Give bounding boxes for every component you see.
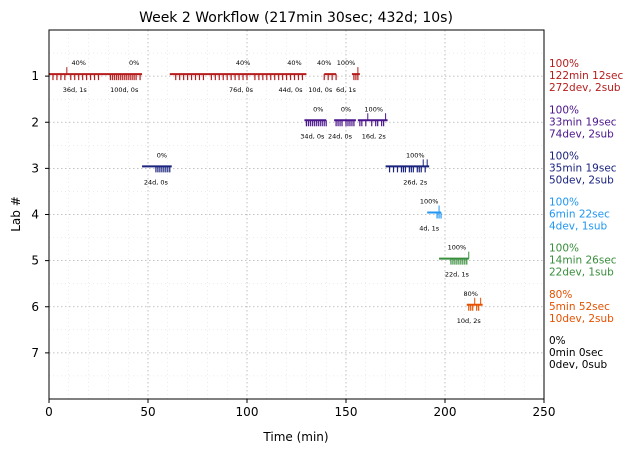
lab-summary-line: 4dev, 1sub — [549, 221, 608, 233]
lab-summary-line: 272dev, 2sub — [549, 82, 621, 94]
lab-summary: 100% 33min 19sec 74dev, 2sub — [549, 104, 617, 140]
session-count: 22d, 1s — [445, 271, 470, 279]
x-axis-label: Time (min) — [262, 430, 328, 444]
lab-summary-line: 0min 0sec — [549, 347, 603, 359]
lab-summary-line: 80% — [549, 289, 572, 301]
session-percent: 100% — [364, 105, 383, 113]
grid — [49, 30, 544, 399]
y-tick-label: 6 — [31, 300, 39, 314]
lab-summary-line: 74dev, 2sub — [549, 128, 614, 140]
session-percent: 40% — [236, 59, 250, 67]
y-tick-label: 1 — [31, 69, 39, 83]
chart-title: Week 2 Workflow (217min 30sec; 432d; 10s… — [139, 10, 453, 26]
timeline-marks: 40% 36d, 1s 0% 100d, 0s 40% 76d, 0s 40% 44d, 0s… — [49, 59, 483, 325]
session-count: 76d, 0s — [229, 86, 254, 94]
y-tick-label: 2 — [31, 115, 39, 129]
x-tick-label: 50 — [140, 405, 155, 419]
lab-summary-line: 100% — [549, 104, 579, 116]
session-percent: 0% — [341, 105, 351, 113]
session-count: 34d, 0s — [300, 132, 325, 140]
session-count: 24d, 0s — [144, 178, 169, 186]
x-tick-label: 0 — [45, 405, 53, 419]
session-percent: 80% — [464, 290, 478, 298]
y-axis-label: Lab # — [9, 196, 23, 232]
lab-summary-line: 0% — [549, 335, 566, 347]
session-percent: 40% — [287, 59, 301, 67]
session-percent: 0% — [129, 59, 139, 67]
lab-summary-line: 5min 52sec — [549, 301, 610, 313]
lab-summary-line: 33min 19sec — [549, 116, 617, 128]
session-percent: 40% — [71, 59, 85, 67]
lab-summary: 0% 0min 0sec 0dev, 0sub — [549, 335, 608, 371]
lab-summary: 100% 35min 19sec 50dev, 2sub — [549, 150, 617, 186]
lab-summary-line: 100% — [549, 243, 579, 255]
session-count: 16d, 2s — [362, 132, 387, 140]
session-percent: 100% — [337, 59, 356, 67]
lab-summary-line: 22dev, 1sub — [549, 267, 614, 279]
session-percent: 100% — [406, 151, 425, 159]
y-tick-label: 7 — [31, 346, 39, 360]
axis-ticks: 0 50 100 150 200 250 1 2 3 4 5 6 7 — [31, 69, 555, 419]
session-count: 100d, 0s — [110, 86, 139, 94]
lab-summary: 100% 122min 12sec 272dev, 2sub — [549, 58, 623, 94]
session-count: 26d, 2s — [403, 178, 428, 186]
lab-summary-line: 50dev, 2sub — [549, 174, 614, 186]
y-tick-label: 5 — [31, 254, 39, 268]
session-count: 36d, 1s — [63, 86, 88, 94]
x-tick-label: 250 — [533, 405, 556, 419]
session-count: 44d, 0s — [279, 86, 304, 94]
session-percent: 40% — [317, 59, 331, 67]
lab-summary-line: 35min 19sec — [549, 162, 617, 174]
lab-summary-line: 14min 26sec — [549, 255, 617, 267]
y-tick-label: 4 — [31, 208, 39, 222]
lab-summary-line: 0dev, 0sub — [549, 359, 608, 371]
session-percent: 100% — [420, 198, 439, 206]
session-count: 24d, 0s — [328, 132, 353, 140]
session-count: 6d, 1s — [336, 86, 357, 94]
lab-summary: 100% 6min 22sec 4dev, 1sub — [549, 197, 610, 233]
session-count: 10d, 2s — [457, 317, 482, 325]
session-percent: 0% — [313, 105, 323, 113]
lab-summary-line: 100% — [549, 58, 579, 70]
session-percent: 0% — [157, 151, 167, 159]
session-count: 4d, 1s — [419, 225, 440, 233]
lab-summary-line: 6min 22sec — [549, 209, 610, 221]
lab-summary-line: 100% — [549, 150, 579, 162]
x-tick-label: 100 — [236, 405, 259, 419]
y-tick-label: 3 — [31, 161, 39, 175]
session-percent: 100% — [448, 244, 467, 252]
lab-summary-line: 10dev, 2sub — [549, 313, 614, 325]
lab-summary: 100% 14min 26sec 22dev, 1sub — [549, 243, 617, 279]
session-count: 10d, 0s — [308, 86, 333, 94]
lab-summary-line: 100% — [549, 197, 579, 209]
x-tick-label: 200 — [434, 405, 457, 419]
x-tick-label: 150 — [335, 405, 358, 419]
lab-summary-line: 122min 12sec — [549, 70, 623, 82]
lab-summary: 80% 5min 52sec 10dev, 2sub — [549, 289, 614, 325]
